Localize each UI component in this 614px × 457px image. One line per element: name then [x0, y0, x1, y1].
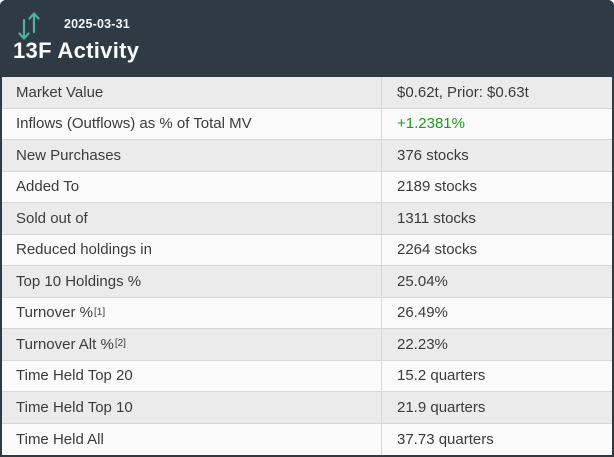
table-row: Turnover % [1] 26.49%	[2, 297, 612, 329]
row-value: $0.62t, Prior: $0.63t	[397, 83, 529, 101]
row-value: 22.23%	[397, 335, 448, 353]
row-label: Turnover Alt % [2]	[2, 329, 382, 360]
row-value: 1311 stocks	[397, 209, 476, 227]
table-row: Turnover Alt % [2] 22.23%	[2, 329, 612, 361]
table-row: Sold out of 1311 stocks	[2, 203, 612, 235]
row-value: 37.73 quarters	[397, 430, 494, 448]
row-label: Inflows (Outflows) as % of Total MV	[2, 108, 382, 139]
table-row: Market Value $0.62t, Prior: $0.63t	[2, 77, 612, 109]
row-value: 376 stocks	[397, 146, 469, 164]
row-value: 2264 stocks	[397, 241, 478, 259]
row-label: Time Held Top 20	[2, 360, 382, 391]
row-label: New Purchases	[2, 140, 382, 171]
row-value: 21.9 quarters	[397, 398, 486, 416]
row-value: +1.2381%	[397, 115, 465, 133]
activity-table: Market Value $0.62t, Prior: $0.63t Inflo…	[2, 77, 612, 455]
row-value: 25.04%	[397, 272, 448, 290]
table-row: Time Held All 37.73 quarters	[2, 423, 612, 455]
row-label: Sold out of	[2, 203, 382, 234]
table-row: Inflows (Outflows) as % of Total MV +1.2…	[2, 108, 612, 140]
row-label: Added To	[2, 171, 382, 202]
table-row: Time Held Top 20 15.2 quarters	[2, 360, 612, 392]
report-date: 2025-03-31	[64, 17, 130, 31]
row-value: 2189 stocks	[397, 178, 478, 196]
table-row: New Purchases 376 stocks	[2, 140, 612, 172]
row-label: Market Value	[2, 77, 382, 108]
row-label: Time Held Top 10	[2, 392, 382, 423]
page-title: 13F Activity	[13, 38, 140, 63]
table-row: Time Held Top 10 21.9 quarters	[2, 392, 612, 424]
row-label: Time Held All	[2, 423, 382, 455]
table-row: Added To 2189 stocks	[2, 171, 612, 203]
table-row: Top 10 Holdings % 25.04%	[2, 266, 612, 298]
row-label: Top 10 Holdings %	[2, 266, 382, 297]
row-value: 26.49%	[397, 304, 448, 322]
row-value: 15.2 quarters	[397, 367, 486, 385]
row-label: Reduced holdings in	[2, 234, 382, 265]
card-header: 2025-03-31 13F Activity	[0, 0, 614, 77]
up-down-arrows-icon	[18, 12, 40, 40]
table-row: Reduced holdings in 2264 stocks	[2, 234, 612, 266]
row-label: Turnover % [1]	[2, 297, 382, 328]
